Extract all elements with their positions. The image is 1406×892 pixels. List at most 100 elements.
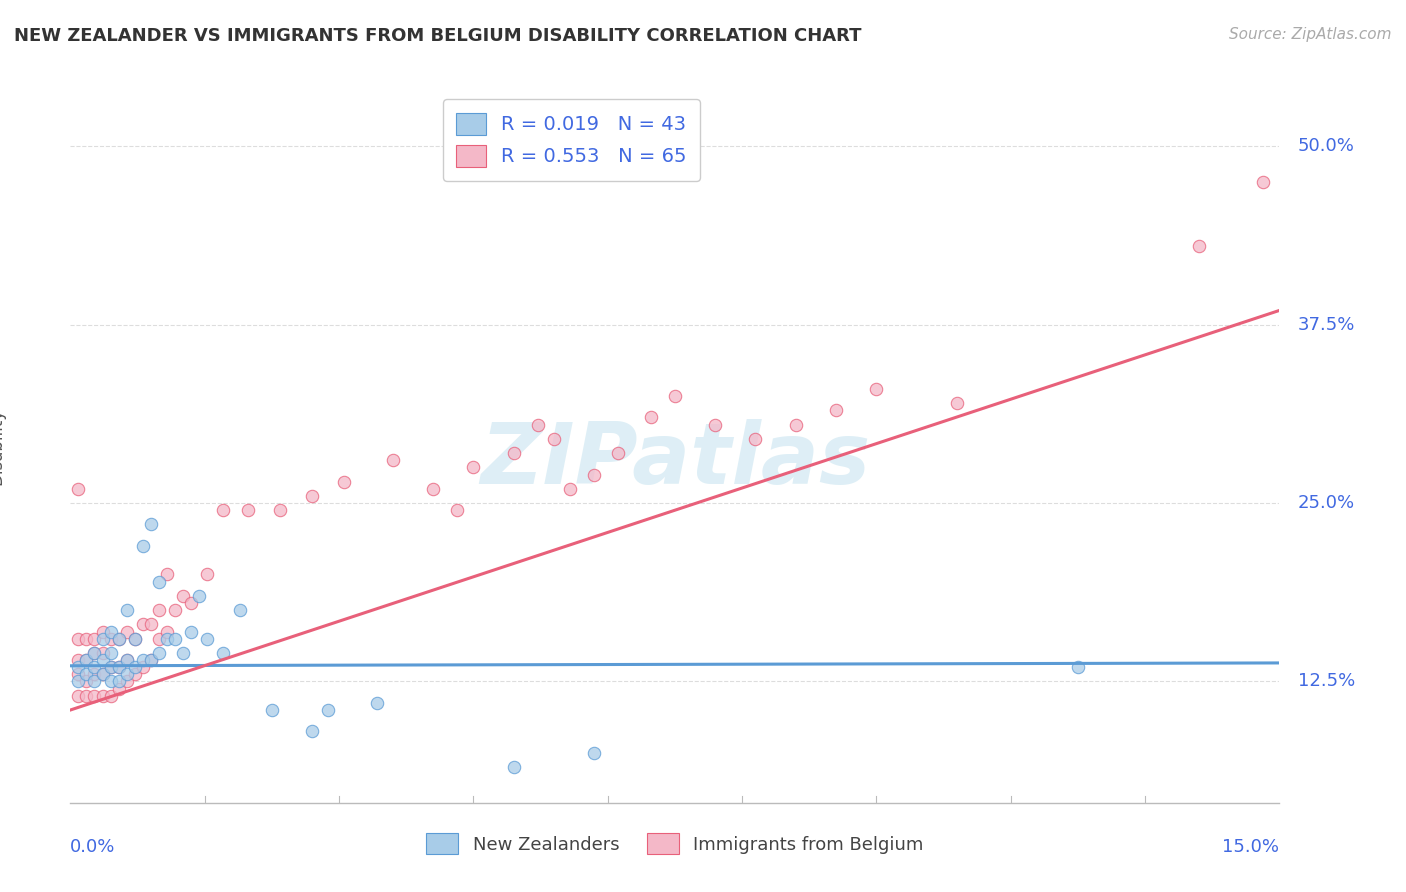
Point <box>785 417 807 432</box>
Point <box>301 489 323 503</box>
Point <box>83 646 105 660</box>
Point <box>148 574 170 589</box>
Point <box>543 432 565 446</box>
Point <box>91 689 114 703</box>
Text: Source: ZipAtlas.com: Source: ZipAtlas.com <box>1229 27 1392 42</box>
Point <box>100 632 122 646</box>
Point <box>558 482 581 496</box>
Point <box>91 667 114 681</box>
Point <box>381 453 404 467</box>
Text: 12.5%: 12.5% <box>1298 673 1355 690</box>
Point <box>301 724 323 739</box>
Point <box>228 603 250 617</box>
Point <box>607 446 630 460</box>
Point <box>115 667 138 681</box>
Point <box>172 646 194 660</box>
Point <box>333 475 356 489</box>
Point <box>180 596 202 610</box>
Point <box>744 432 766 446</box>
Point <box>156 624 179 639</box>
Text: 37.5%: 37.5% <box>1298 316 1355 334</box>
Point <box>75 667 97 681</box>
Text: Disability: Disability <box>0 408 6 484</box>
Text: 25.0%: 25.0% <box>1298 494 1355 512</box>
Point <box>165 603 187 617</box>
Point <box>132 660 155 674</box>
Point <box>67 660 90 674</box>
Point <box>156 632 179 646</box>
Point <box>100 646 122 660</box>
Point <box>124 632 146 646</box>
Point <box>583 467 606 482</box>
Point <box>527 417 550 432</box>
Point <box>67 632 90 646</box>
Point <box>825 403 848 417</box>
Point <box>107 674 129 689</box>
Point <box>124 660 146 674</box>
Point <box>212 503 235 517</box>
Point <box>75 653 97 667</box>
Point <box>139 517 162 532</box>
Point <box>100 689 122 703</box>
Point <box>75 653 97 667</box>
Point <box>165 632 187 646</box>
Text: NEW ZEALANDER VS IMMIGRANTS FROM BELGIUM DISABILITY CORRELATION CHART: NEW ZEALANDER VS IMMIGRANTS FROM BELGIUM… <box>14 27 862 45</box>
Point <box>75 689 97 703</box>
Point <box>107 632 129 646</box>
Text: ZIPatlas: ZIPatlas <box>479 418 870 502</box>
Point <box>212 646 235 660</box>
Point <box>195 567 218 582</box>
Point <box>115 624 138 639</box>
Point <box>1067 660 1090 674</box>
Point <box>583 746 606 760</box>
Point <box>124 632 146 646</box>
Point <box>188 589 211 603</box>
Point <box>83 667 105 681</box>
Point <box>502 446 524 460</box>
Point <box>132 653 155 667</box>
Point <box>132 539 155 553</box>
Point <box>316 703 339 717</box>
Point <box>67 653 90 667</box>
Legend: New Zealanders, Immigrants from Belgium: New Zealanders, Immigrants from Belgium <box>415 822 935 865</box>
Point <box>664 389 686 403</box>
Point <box>67 674 90 689</box>
Point <box>100 624 122 639</box>
Text: 50.0%: 50.0% <box>1298 137 1354 155</box>
Text: 0.0%: 0.0% <box>70 838 115 856</box>
Point <box>865 382 887 396</box>
Point <box>91 646 114 660</box>
Point <box>124 667 146 681</box>
Point <box>83 632 105 646</box>
Point <box>67 689 90 703</box>
Point <box>640 410 662 425</box>
Point <box>132 617 155 632</box>
Point <box>172 589 194 603</box>
Point <box>115 653 138 667</box>
Point <box>156 567 179 582</box>
Point <box>107 660 129 674</box>
Point <box>67 667 90 681</box>
Point <box>91 653 114 667</box>
Point <box>139 617 162 632</box>
Point <box>83 660 105 674</box>
Point <box>107 632 129 646</box>
Point <box>91 667 114 681</box>
Point <box>463 460 485 475</box>
Point <box>139 653 162 667</box>
Point <box>91 632 114 646</box>
Point <box>422 482 444 496</box>
Point <box>100 674 122 689</box>
Point <box>180 624 202 639</box>
Point <box>83 646 105 660</box>
Point <box>269 503 291 517</box>
Point <box>83 689 105 703</box>
Point <box>148 646 170 660</box>
Point <box>100 660 122 674</box>
Point <box>148 603 170 617</box>
Point <box>148 632 170 646</box>
Point <box>107 681 129 696</box>
Point <box>446 503 468 517</box>
Point <box>366 696 388 710</box>
Point <box>139 653 162 667</box>
